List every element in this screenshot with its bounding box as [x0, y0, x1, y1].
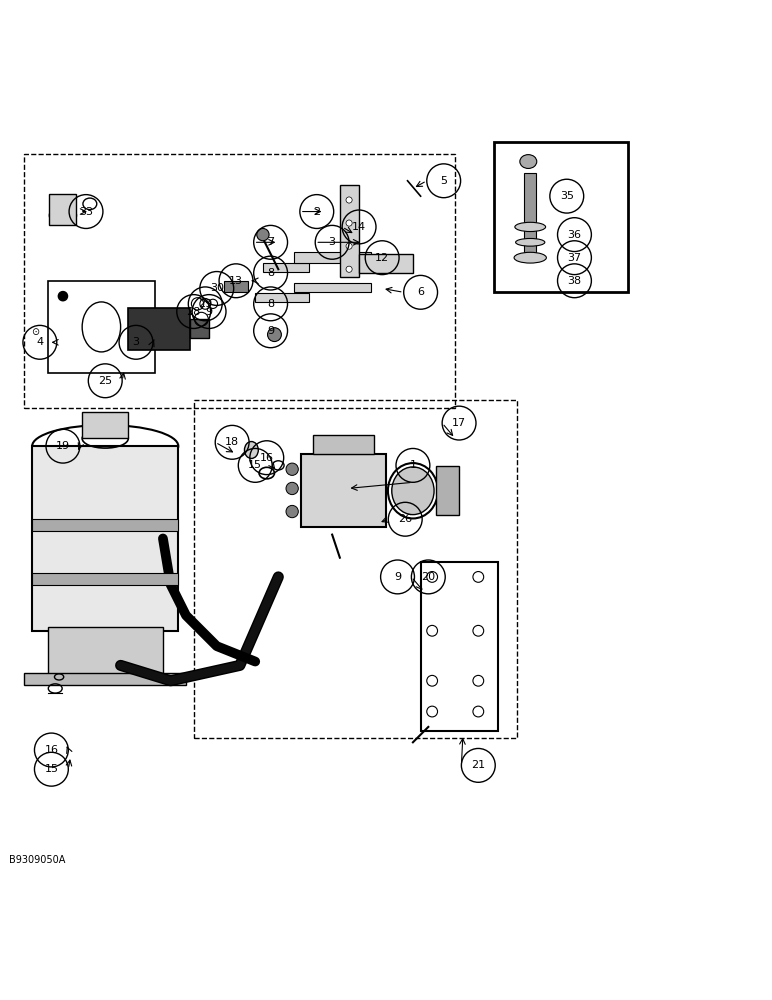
Bar [256, 293, 309, 302]
Ellipse shape [391, 467, 434, 515]
Bar [48, 281, 155, 373]
Bar [263, 263, 309, 272]
Text: 5: 5 [440, 176, 447, 186]
Circle shape [286, 463, 298, 475]
Text: 4: 4 [36, 337, 43, 347]
Bar [49, 194, 76, 225]
Ellipse shape [514, 252, 547, 263]
Bar [82, 412, 128, 438]
Text: 16: 16 [44, 745, 59, 755]
Circle shape [346, 243, 352, 249]
Bar [524, 173, 536, 258]
Bar [32, 573, 178, 585]
Text: 25: 25 [98, 376, 112, 386]
Circle shape [257, 228, 269, 241]
Bar [436, 466, 459, 515]
Text: 28: 28 [187, 307, 201, 317]
Bar [128, 308, 190, 350]
Text: 14: 14 [352, 222, 366, 232]
Bar [301, 454, 386, 527]
Text: 15: 15 [44, 764, 59, 774]
Text: 38: 38 [567, 276, 581, 286]
Bar [313, 435, 374, 454]
Bar [190, 319, 209, 338]
Bar [225, 281, 248, 292]
Text: 26: 26 [398, 514, 412, 524]
Bar [493, 142, 628, 292]
Text: 16: 16 [259, 453, 274, 463]
Text: 3: 3 [329, 237, 336, 247]
Text: 30: 30 [210, 283, 224, 293]
Bar [32, 519, 178, 531]
Text: B9309050A: B9309050A [9, 855, 66, 865]
Text: 9: 9 [394, 572, 401, 582]
Text: 36: 36 [567, 230, 581, 240]
Circle shape [286, 482, 298, 495]
Bar [340, 185, 359, 277]
Text: 18: 18 [225, 437, 239, 447]
Text: 29: 29 [198, 299, 212, 309]
Text: 20: 20 [422, 572, 435, 582]
Bar [25, 673, 186, 685]
Ellipse shape [245, 442, 259, 458]
Bar [293, 252, 371, 263]
Text: 9: 9 [205, 307, 212, 317]
Text: 8: 8 [267, 268, 274, 278]
Text: 6: 6 [417, 287, 424, 297]
Text: 35: 35 [560, 191, 574, 201]
Circle shape [346, 266, 352, 272]
Text: 33: 33 [79, 207, 93, 217]
Text: 15: 15 [249, 460, 262, 470]
Ellipse shape [515, 222, 546, 232]
Text: 37: 37 [567, 253, 581, 263]
Text: 1: 1 [409, 460, 416, 470]
Circle shape [346, 220, 352, 226]
Ellipse shape [516, 238, 545, 246]
Bar [32, 446, 178, 631]
Text: 3: 3 [133, 337, 140, 347]
Text: 21: 21 [471, 760, 486, 770]
Text: 9: 9 [267, 326, 274, 336]
Text: 17: 17 [452, 418, 466, 428]
Bar [421, 562, 497, 731]
Text: 13: 13 [229, 276, 243, 286]
Circle shape [268, 328, 281, 342]
Text: 8: 8 [267, 299, 274, 309]
Circle shape [346, 197, 352, 203]
Circle shape [59, 292, 67, 301]
Text: 12: 12 [375, 253, 389, 263]
Bar [293, 283, 371, 292]
Ellipse shape [520, 155, 537, 168]
Text: 2: 2 [313, 207, 320, 217]
Text: 7: 7 [267, 237, 274, 247]
Text: 19: 19 [56, 441, 70, 451]
Text: ⊙: ⊙ [31, 327, 39, 337]
Circle shape [286, 505, 298, 518]
Bar [359, 254, 413, 273]
Bar [48, 627, 163, 677]
